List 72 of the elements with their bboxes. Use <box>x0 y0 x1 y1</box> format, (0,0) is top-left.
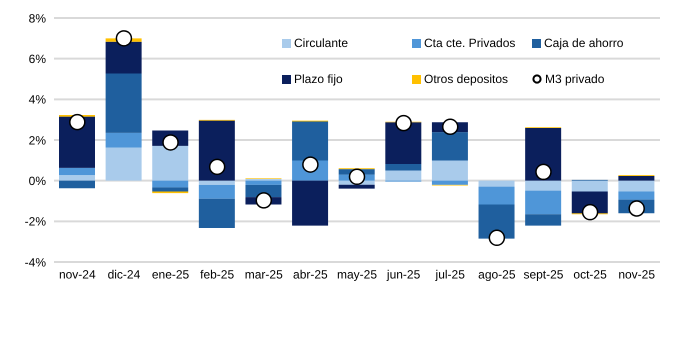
bar <box>152 180 188 188</box>
y-tick-label: 4% <box>28 92 46 107</box>
bar <box>618 191 654 200</box>
bar <box>198 184 235 199</box>
bar <box>59 175 95 181</box>
bar <box>292 180 328 226</box>
bar <box>198 198 235 228</box>
point <box>116 30 132 47</box>
bar <box>525 190 562 214</box>
bar <box>618 176 654 181</box>
bar <box>478 186 515 204</box>
x-tick-label: ago-25 <box>478 268 516 282</box>
point <box>442 118 458 136</box>
y-tick-label: -2% <box>24 214 46 229</box>
bar <box>106 74 142 133</box>
bar <box>432 180 468 185</box>
point <box>348 168 366 186</box>
legend-label: Cta cte. Privados <box>424 36 516 50</box>
x-tick-label: sept-25 <box>523 268 564 282</box>
y-tick-label: -4% <box>24 255 46 270</box>
bar <box>432 160 468 181</box>
point <box>628 200 645 217</box>
bar <box>59 180 95 188</box>
bar <box>385 170 422 181</box>
point <box>395 114 412 132</box>
bar <box>572 180 608 192</box>
point <box>256 192 272 209</box>
bar <box>198 120 235 181</box>
point <box>488 230 506 246</box>
bar <box>338 184 375 189</box>
bar <box>385 122 422 164</box>
legend-label: Otros depositos <box>424 72 508 86</box>
x-tick-label: may-25 <box>336 268 378 282</box>
bar <box>106 148 142 181</box>
bar <box>525 180 562 191</box>
legend-label: Circulante <box>294 36 348 50</box>
bar <box>292 121 328 161</box>
point <box>208 158 226 176</box>
y-tick-label: 0% <box>28 174 46 188</box>
bar <box>432 132 468 161</box>
bar <box>152 187 188 192</box>
point <box>582 204 598 220</box>
bar <box>478 204 515 239</box>
point <box>162 134 179 151</box>
y-tick-label: 8% <box>28 11 46 26</box>
bar <box>106 132 142 148</box>
bar <box>618 180 654 192</box>
x-tick-label: jul-25 <box>434 268 466 282</box>
x-tick-label: nov-24 <box>58 268 96 282</box>
bar <box>59 168 95 176</box>
x-tick-label: oct-25 <box>573 268 608 282</box>
x-tick-label: nov-25 <box>618 268 656 282</box>
x-tick-label: mar-25 <box>244 268 284 282</box>
x-tick-label: feb-25 <box>200 268 234 282</box>
legend-label: M3 privado <box>545 72 604 86</box>
bar <box>478 180 515 187</box>
bar <box>525 214 562 226</box>
point <box>69 114 86 130</box>
x-tick-label: dic-24 <box>108 268 141 282</box>
legend-label: Plazo fijo <box>294 72 343 86</box>
bar <box>245 180 282 185</box>
x-tick-label: abr-25 <box>293 268 328 282</box>
legend-label: Caja de ahorro <box>544 36 624 50</box>
y-tick-label: 2% <box>28 133 46 148</box>
bar <box>106 42 142 74</box>
point <box>535 164 552 180</box>
x-tick-label: jun-25 <box>386 268 421 282</box>
x-tick-label: ene-25 <box>152 268 190 282</box>
bar <box>385 164 422 170</box>
bar <box>152 146 188 181</box>
y-tick-label: 6% <box>28 52 46 66</box>
bar <box>198 180 235 185</box>
